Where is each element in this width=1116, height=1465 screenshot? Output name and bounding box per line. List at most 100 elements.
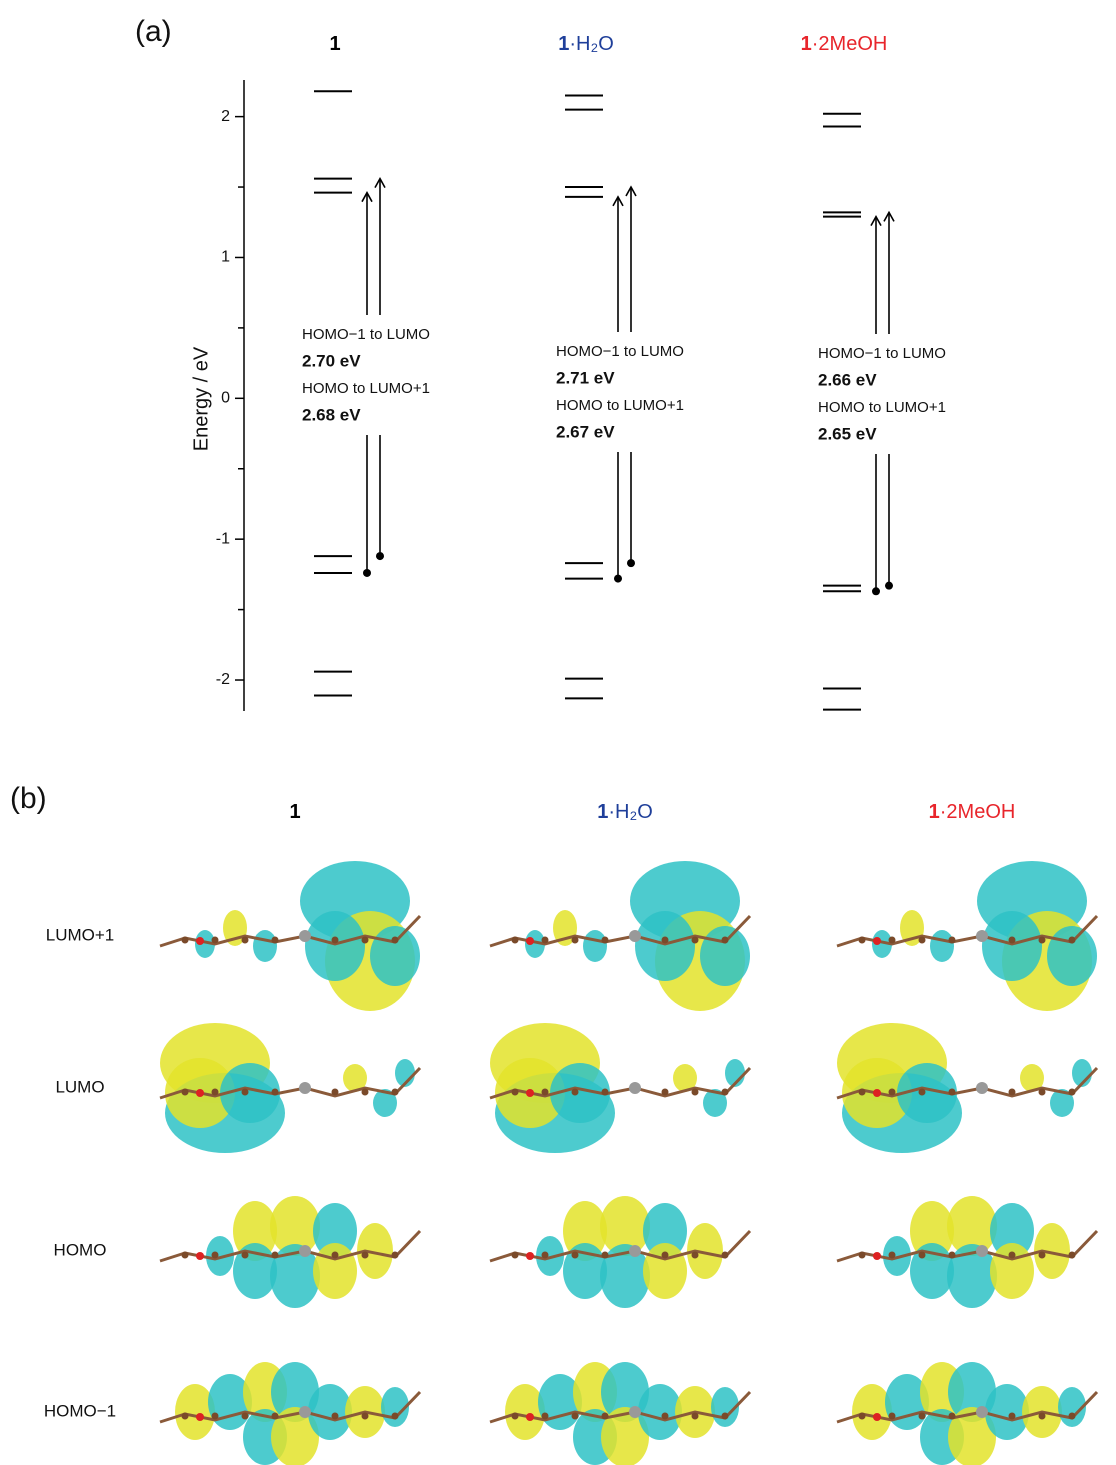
atom	[241, 936, 249, 944]
atom	[271, 1251, 279, 1259]
column-header: 1	[329, 33, 340, 55]
orbital-lobe	[883, 1236, 911, 1276]
atom	[196, 1089, 204, 1097]
arrow-head	[361, 191, 373, 203]
arrow-tail	[363, 568, 371, 577]
atom	[571, 1088, 579, 1096]
orbital-lobe	[1020, 1064, 1044, 1092]
orbital-image	[489, 1362, 752, 1465]
y-tick-label: -1	[216, 530, 230, 547]
atom	[858, 1251, 866, 1259]
arrow-head	[625, 185, 637, 197]
orbital-lobe	[852, 1384, 892, 1440]
header-bold: 1	[929, 801, 940, 823]
orbital-lobe	[271, 1407, 319, 1465]
atom	[1038, 1412, 1046, 1420]
header-bold: 1	[801, 33, 812, 55]
atom	[541, 936, 549, 944]
orbital-lobe	[990, 1203, 1034, 1259]
atom	[196, 1252, 204, 1260]
arrow-head	[883, 210, 895, 222]
orbital-lobe	[370, 926, 420, 986]
header-bold: 1	[289, 801, 300, 823]
orbital-lobe	[305, 911, 365, 981]
atom	[888, 1251, 896, 1259]
transition-arrow	[374, 176, 386, 561]
orbital-lobe	[985, 1384, 1029, 1440]
atom	[211, 1088, 219, 1096]
atom	[629, 930, 641, 942]
atom	[511, 1412, 519, 1420]
atom	[331, 1412, 339, 1420]
atom	[331, 1088, 339, 1096]
arrow-tail	[627, 559, 635, 568]
atom	[541, 1088, 549, 1096]
row-label: HOMO	[54, 1240, 107, 1259]
atom	[1038, 1251, 1046, 1259]
orbital-image	[159, 861, 422, 1011]
atom	[271, 1412, 279, 1420]
arrow-tail	[885, 581, 893, 590]
y-tick-label: -2	[216, 671, 230, 688]
atom	[571, 1251, 579, 1259]
atom	[1068, 1412, 1076, 1420]
orbital-lobe	[600, 1244, 650, 1308]
atom	[976, 1406, 988, 1418]
atom	[181, 936, 189, 944]
orbital-lobe	[233, 1201, 277, 1261]
atom	[526, 1252, 534, 1260]
atom	[1008, 1412, 1016, 1420]
atom	[181, 1412, 189, 1420]
orbital-lobe	[270, 1196, 320, 1256]
header-rest: ·2MeOH	[940, 801, 1016, 823]
atom	[241, 1088, 249, 1096]
orbital-lobe	[563, 1201, 607, 1261]
atom	[858, 936, 866, 944]
atom	[661, 1088, 669, 1096]
atom	[721, 1251, 729, 1259]
orbital-lobe	[536, 1236, 564, 1276]
atom	[271, 1088, 279, 1096]
atom	[1038, 1088, 1046, 1096]
y-tick-label: 1	[221, 249, 230, 266]
orbital-lobe	[313, 1243, 357, 1299]
orbital-lobe	[583, 930, 607, 962]
orbital-lobe	[373, 1089, 397, 1117]
atom	[721, 1088, 729, 1096]
orbital-image	[159, 1023, 422, 1153]
atom	[661, 1412, 669, 1420]
atom	[331, 936, 339, 944]
orbital-lobe	[1034, 1223, 1070, 1279]
atom	[541, 1412, 549, 1420]
atom	[721, 1412, 729, 1420]
atom	[601, 936, 609, 944]
header-bold: 1	[597, 801, 608, 823]
atom	[571, 1412, 579, 1420]
orbital-lobe	[220, 1063, 280, 1123]
atom	[196, 937, 204, 945]
orbital-lobe	[982, 911, 1042, 981]
transition-name: HOMO−1 to LUMO	[302, 326, 430, 343]
orbital-lobe	[643, 1243, 687, 1299]
orbital-lobe	[270, 1244, 320, 1308]
arrow-head	[870, 214, 882, 227]
atom	[873, 1089, 881, 1097]
atom	[391, 1088, 399, 1096]
orbital-lobe	[947, 1196, 997, 1256]
atom	[918, 1251, 926, 1259]
y-tick-label: 0	[221, 390, 230, 407]
atom	[541, 1251, 549, 1259]
atom	[976, 930, 988, 942]
atom	[331, 1251, 339, 1259]
orbital-lobe	[910, 1201, 954, 1261]
orbital-lobe	[175, 1384, 215, 1440]
transition-name: HOMO−1 to LUMO	[556, 343, 684, 360]
transition-energy: 2.68 eV	[302, 405, 361, 424]
atom	[661, 936, 669, 944]
orbital-lobe	[357, 1223, 393, 1279]
orbital-lobe	[687, 1223, 723, 1279]
row-label: LUMO	[55, 1077, 104, 1096]
atom	[361, 1412, 369, 1420]
atom	[1068, 1251, 1076, 1259]
orbital-lobe	[1050, 1089, 1074, 1117]
